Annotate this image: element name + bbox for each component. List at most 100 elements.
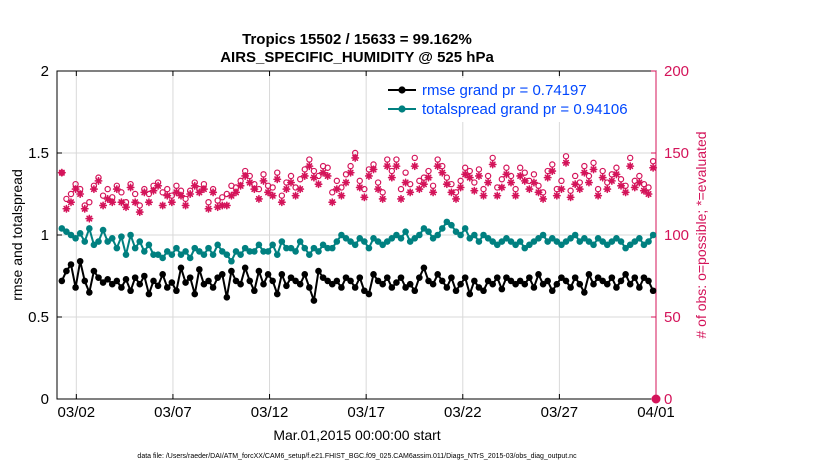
totalspread-point xyxy=(67,231,75,239)
totalspread-point xyxy=(173,244,180,252)
totalspread-point xyxy=(425,228,432,236)
totalspread-point xyxy=(443,218,451,226)
totalspread-point xyxy=(503,234,510,242)
obs-possible-marker xyxy=(99,192,107,199)
obs-evaluated-stroke xyxy=(329,199,336,206)
obs-evaluated-stroke xyxy=(517,172,524,179)
obs-evaluated-stroke xyxy=(631,184,638,191)
obs-evaluated-marker xyxy=(401,178,410,187)
obs-evaluated-marker xyxy=(277,198,286,207)
rmse-point xyxy=(393,279,400,286)
rmse-point xyxy=(535,271,542,278)
totalspread-point xyxy=(246,248,254,255)
obs-evaluated-marker xyxy=(488,160,497,169)
obs-evaluated-stroke xyxy=(613,171,620,178)
obs-evaluated-stroke xyxy=(278,199,285,206)
totalspread-point xyxy=(118,233,125,240)
rmse-point xyxy=(361,287,368,295)
rmse-point xyxy=(173,287,180,295)
obs-evaluated-stroke xyxy=(104,195,111,202)
rmse-point xyxy=(283,282,290,290)
obs-possible-marker xyxy=(397,185,405,193)
rmse-point xyxy=(626,280,634,288)
legend-spread-label: totalspread grand pr = 0.94106 xyxy=(422,101,628,118)
totalspread-point xyxy=(145,241,153,249)
obs-evaluated-stroke xyxy=(63,205,70,212)
totalspread-point xyxy=(76,230,84,237)
obs-evaluated-stroke xyxy=(356,184,363,191)
obs-evaluated-marker xyxy=(232,188,241,197)
rmse-point xyxy=(480,287,487,295)
totalspread-point xyxy=(95,238,102,245)
totalspread-point xyxy=(434,231,441,239)
totalspread-point xyxy=(448,221,455,229)
obs-evaluated-marker xyxy=(502,170,511,179)
right-tick-label: 50 xyxy=(664,309,681,326)
obs-evaluated-marker xyxy=(360,193,369,202)
rmse-point xyxy=(315,267,322,275)
rmse-point xyxy=(562,277,570,285)
rmse-point xyxy=(434,271,441,278)
obs-evaluated-marker xyxy=(594,191,603,200)
rmse-point xyxy=(241,264,249,272)
obs-evaluated-stroke xyxy=(388,174,395,181)
obs-evaluated-marker xyxy=(314,180,323,189)
obs-evaluated-marker xyxy=(108,198,117,207)
obs-evaluated-stroke xyxy=(150,187,157,194)
rmse-point xyxy=(163,284,171,291)
rmse-point xyxy=(365,290,373,298)
obs-possible-marker xyxy=(118,189,125,196)
obs-evaluated-marker xyxy=(99,201,108,210)
totalspread-point xyxy=(209,251,217,258)
rmse-point xyxy=(411,287,419,295)
obs-evaluated-marker xyxy=(516,171,525,180)
rmse-point xyxy=(196,266,203,273)
obs-evaluated-stroke xyxy=(352,154,359,161)
rmse-point xyxy=(347,277,354,285)
totalspread-point xyxy=(241,244,249,252)
totalspread-point xyxy=(571,231,579,239)
rmse-point xyxy=(131,274,139,281)
totalspread-point xyxy=(461,225,469,232)
totalspread-point xyxy=(191,244,199,252)
obs-evaluated-stroke xyxy=(480,192,487,199)
obs-evaluated-marker xyxy=(199,185,208,194)
totalspread-point xyxy=(622,244,629,252)
obs-evaluated-marker xyxy=(126,183,135,192)
totalspread-point xyxy=(81,238,89,245)
obs-endpoint-marker xyxy=(651,394,661,404)
obs-evaluated-marker xyxy=(612,170,621,179)
obs-evaluated-stroke xyxy=(585,179,592,186)
rmse-point xyxy=(493,274,501,281)
obs-evaluated-marker xyxy=(497,183,506,192)
obs-evaluated-marker xyxy=(245,178,254,187)
totalspread-point xyxy=(581,234,588,242)
obs-evaluated-marker xyxy=(337,191,346,200)
rmse-point xyxy=(503,274,510,281)
obs-possible-marker xyxy=(269,184,276,191)
x-tick-label: 03/07 xyxy=(154,404,192,421)
rmse-point xyxy=(150,277,157,285)
obs-evaluated-stroke xyxy=(173,189,180,196)
rmse-point xyxy=(287,274,295,281)
rmse-point xyxy=(200,280,208,288)
rmse-point xyxy=(370,271,377,278)
rmse-point xyxy=(645,277,652,285)
rmse-point xyxy=(255,267,263,275)
obs-evaluated-marker xyxy=(149,186,158,195)
totalspread-point xyxy=(255,241,263,249)
obs-evaluated-marker xyxy=(305,162,314,171)
obs-evaluated-stroke xyxy=(576,186,583,193)
obs-evaluated-marker xyxy=(195,188,204,197)
totalspread-point xyxy=(301,244,309,252)
obs-evaluated-marker xyxy=(461,170,470,179)
obs-evaluated-marker xyxy=(543,173,552,182)
totalspread-point xyxy=(388,234,396,242)
rmse-point xyxy=(548,287,556,295)
rmse-point xyxy=(246,277,254,285)
totalspread-point xyxy=(558,241,565,249)
obs-evaluated-marker xyxy=(649,163,658,172)
obs-evaluated-marker xyxy=(387,173,396,182)
rmse-point xyxy=(521,280,529,288)
totalspread-point xyxy=(594,234,602,242)
